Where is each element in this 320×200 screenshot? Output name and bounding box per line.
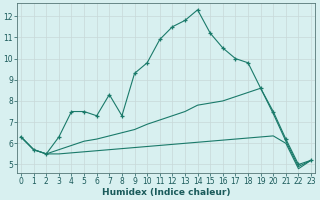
X-axis label: Humidex (Indice chaleur): Humidex (Indice chaleur) [102, 188, 230, 197]
